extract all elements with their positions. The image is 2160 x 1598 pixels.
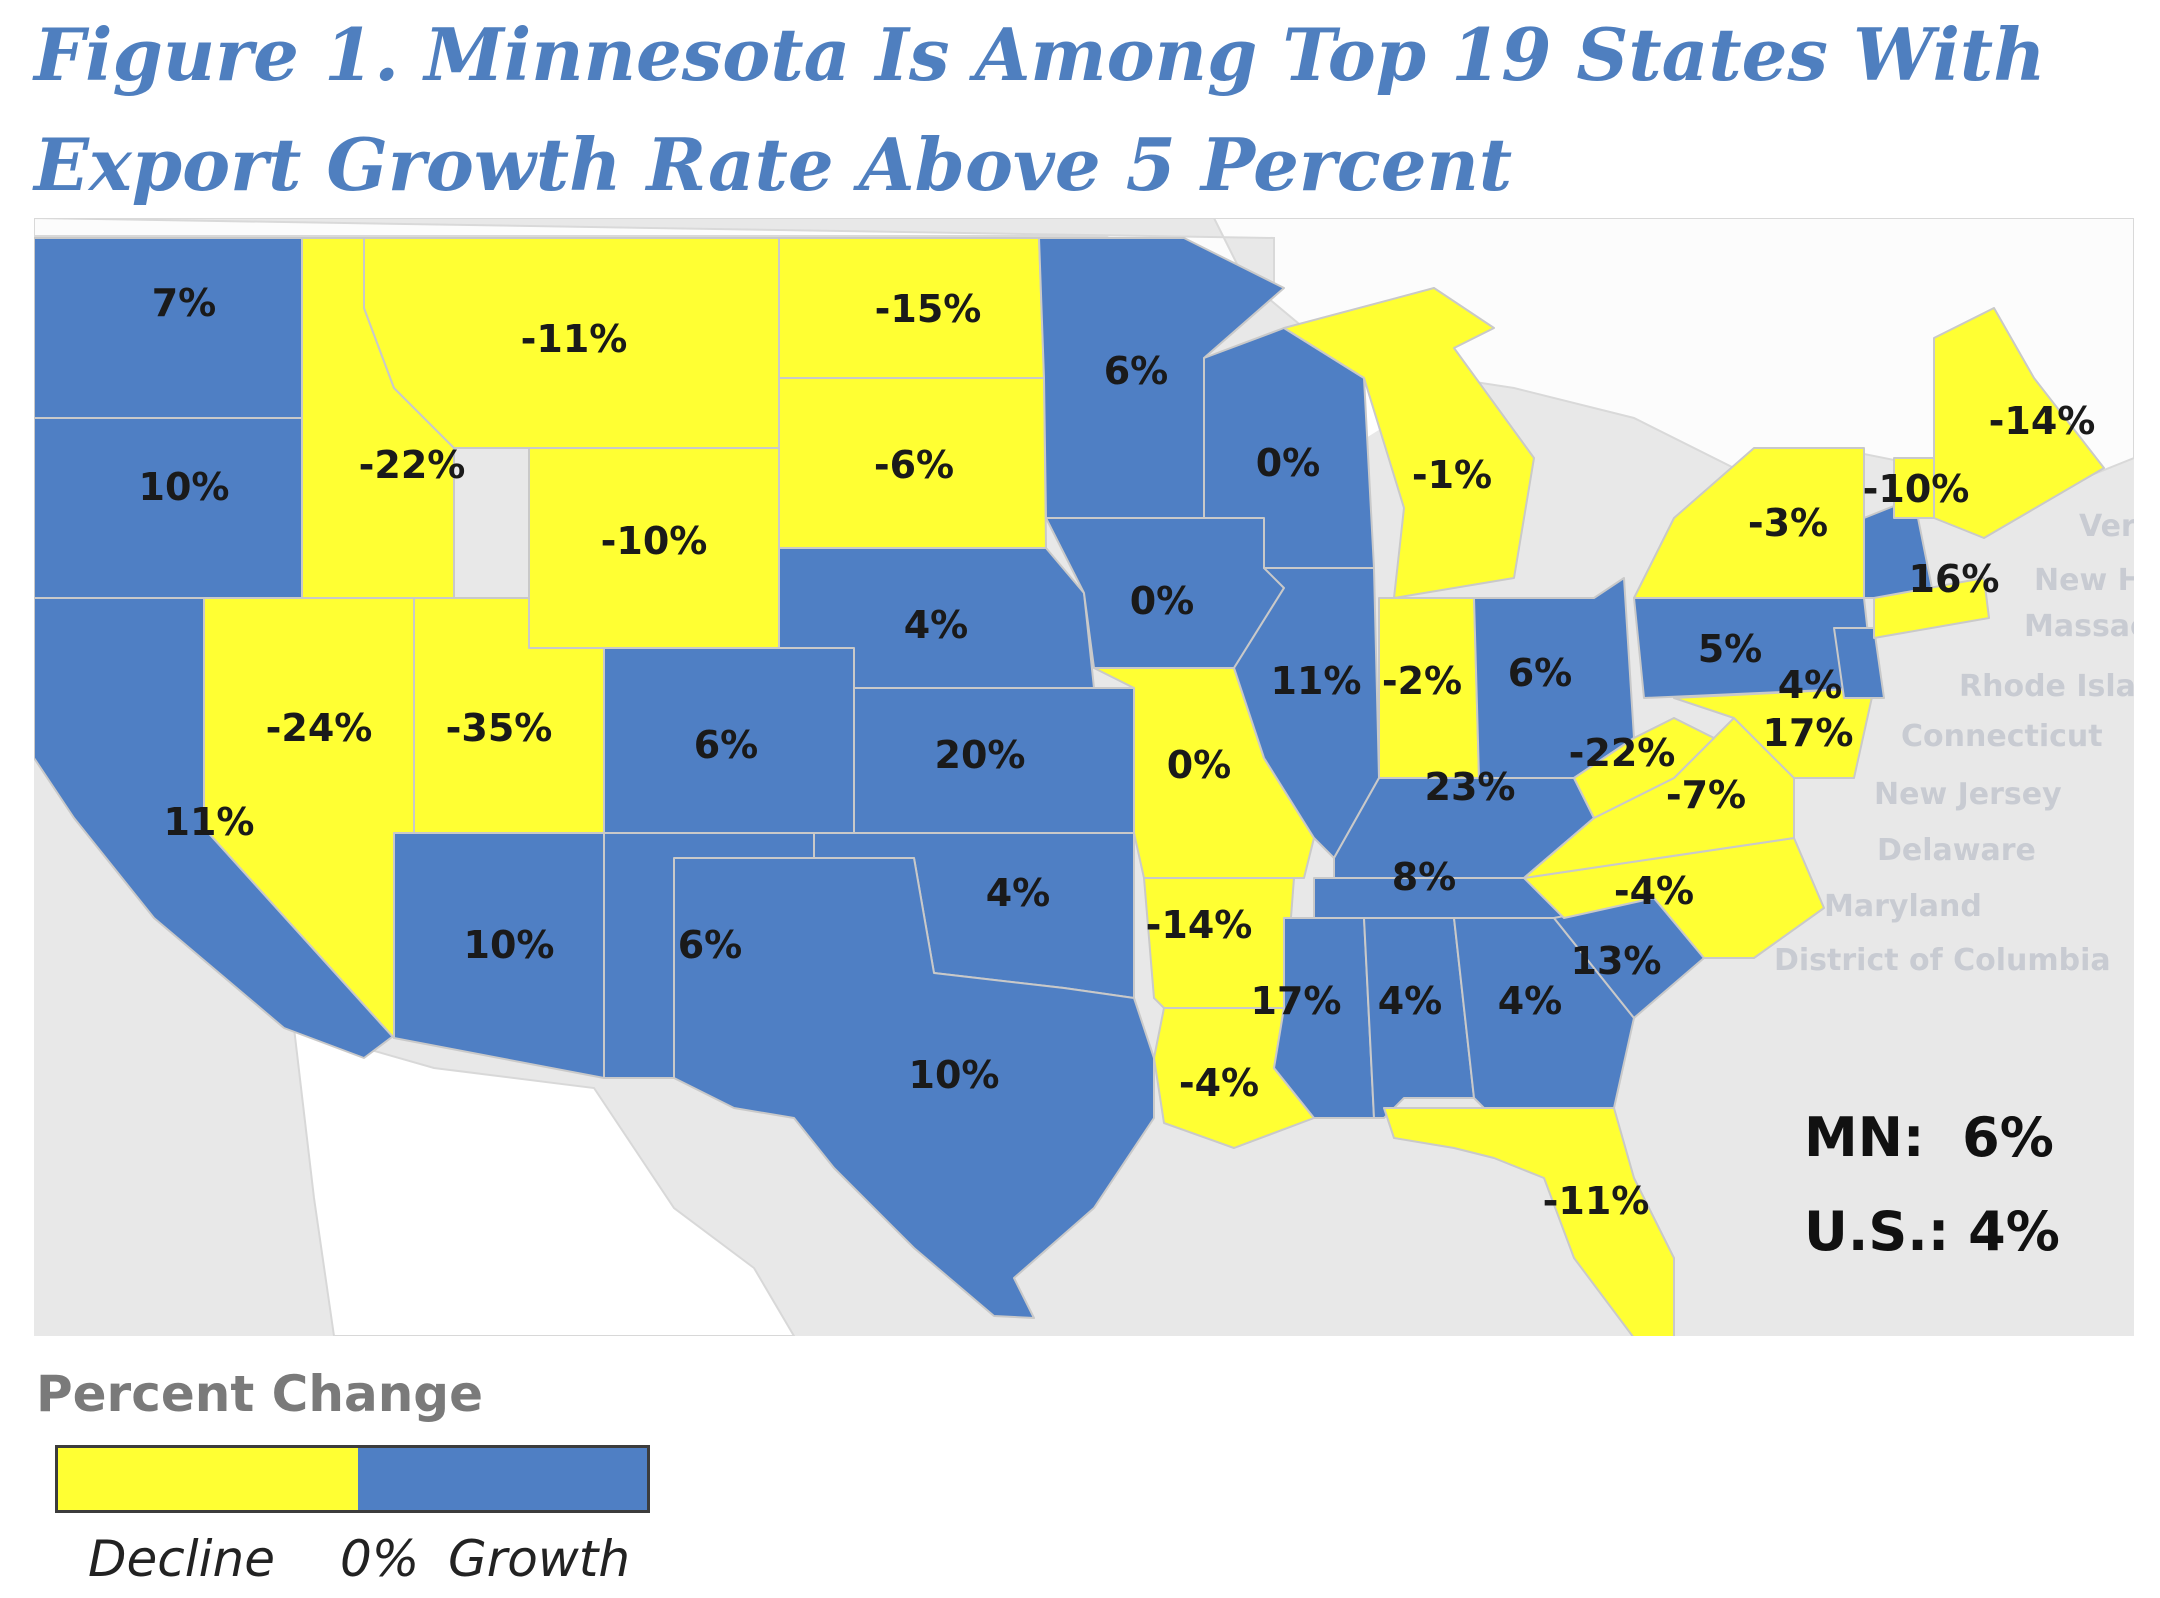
label-mt: -11% bbox=[521, 317, 628, 361]
label-sc: 13% bbox=[1571, 939, 1662, 983]
place-new-hampshire: New Ham bbox=[2034, 563, 2134, 598]
legend-growth-swatch bbox=[358, 1448, 647, 1510]
state-wa bbox=[34, 237, 303, 419]
label-nv: -24% bbox=[266, 706, 373, 750]
label-ia: 0% bbox=[1130, 579, 1195, 623]
label-ne: 4% bbox=[904, 603, 969, 647]
label-ga: 4% bbox=[1498, 979, 1563, 1023]
label-co: 6% bbox=[694, 723, 759, 767]
state-me bbox=[1933, 307, 2105, 539]
state-il bbox=[1233, 567, 1380, 859]
state-shapes bbox=[34, 237, 2105, 1336]
label-al: 4% bbox=[1378, 979, 1443, 1023]
label-ok: 4% bbox=[986, 871, 1051, 915]
summary-box: MN: 6% U.S.: 4% bbox=[1804, 1106, 2060, 1263]
label-ar: -14% bbox=[1146, 903, 1253, 947]
us-map: 7% 10% 11% -22% -11% -10% -24% -35% 6% 1… bbox=[34, 218, 2134, 1336]
label-pa: 5% bbox=[1698, 627, 1763, 671]
label-mo: 0% bbox=[1167, 743, 1232, 787]
label-nm: 6% bbox=[678, 923, 743, 967]
label-sd: -6% bbox=[874, 443, 954, 487]
legend-zero-label: 0% bbox=[340, 1530, 420, 1588]
label-me: -14% bbox=[1989, 399, 2096, 443]
label-ut: -35% bbox=[446, 706, 553, 750]
state-fl bbox=[1383, 1107, 1675, 1336]
state-tx bbox=[673, 857, 1155, 1319]
place-massachusetts: Massach bbox=[2024, 609, 2134, 644]
figure-title: Figure 1. Minnesota Is Among Top 19 Stat… bbox=[34, 0, 2134, 220]
state-wv bbox=[1573, 717, 1715, 819]
legend-growth-label: Growth bbox=[448, 1530, 631, 1588]
state-labels: 7% 10% 11% -22% -11% -10% -24% -35% 6% 1… bbox=[139, 281, 2096, 1223]
place-connecticut: Connecticut bbox=[1901, 719, 2103, 754]
label-id: -22% bbox=[359, 443, 466, 487]
state-ne-coast bbox=[1873, 577, 1990, 639]
label-va: -7% bbox=[1666, 773, 1746, 817]
summary-us: U.S.: 4% bbox=[1804, 1200, 2060, 1263]
label-in: -2% bbox=[1382, 659, 1462, 703]
state-mi bbox=[1283, 287, 1535, 599]
place-dc: District of Columbia bbox=[1774, 943, 2111, 978]
place-maryland: Maryland bbox=[1824, 889, 1982, 924]
label-ms: 17% bbox=[1251, 979, 1342, 1023]
label-vt: -10% bbox=[1863, 467, 1970, 511]
summary-mn: MN: 6% bbox=[1804, 1106, 2054, 1169]
place-vermont: Verm bbox=[2079, 509, 2134, 544]
label-nd: -15% bbox=[875, 287, 982, 331]
state-ny bbox=[1633, 447, 1865, 599]
legend-decline-swatch bbox=[58, 1448, 358, 1510]
label-tn: 8% bbox=[1392, 855, 1457, 899]
place-new-jersey: New Jersey bbox=[1874, 777, 2062, 812]
label-wy: -10% bbox=[601, 519, 708, 563]
label-ny: -3% bbox=[1748, 501, 1828, 545]
label-la: -4% bbox=[1179, 1061, 1259, 1105]
label-fl: -11% bbox=[1543, 1179, 1650, 1223]
label-tx: 10% bbox=[909, 1053, 1000, 1097]
legend-decline-label: Decline bbox=[88, 1530, 275, 1588]
map-place-names: Verm New Ham Massach Rhode Islan Connect… bbox=[1774, 509, 2134, 978]
label-ct: 16% bbox=[1909, 557, 2000, 601]
label-or: 10% bbox=[139, 465, 230, 509]
label-ks: 20% bbox=[935, 733, 1026, 777]
label-oh: 6% bbox=[1508, 651, 1573, 695]
label-mi: -1% bbox=[1412, 453, 1492, 497]
label-nc: -4% bbox=[1614, 869, 1694, 913]
legend-color-bar bbox=[55, 1445, 650, 1513]
label-ky: 23% bbox=[1425, 765, 1516, 809]
mexico-land bbox=[292, 1026, 796, 1336]
place-delaware: Delaware bbox=[1877, 833, 2036, 868]
label-wi: 0% bbox=[1256, 441, 1321, 485]
label-ca: 11% bbox=[164, 800, 255, 844]
state-md bbox=[1673, 687, 1875, 779]
label-nj: 4% bbox=[1778, 663, 1843, 707]
label-md: 17% bbox=[1763, 711, 1854, 755]
label-wv: -22% bbox=[1569, 731, 1676, 775]
label-il: 11% bbox=[1271, 659, 1362, 703]
state-nc bbox=[1523, 837, 1825, 959]
legend-title: Percent Change bbox=[36, 1365, 483, 1423]
state-nj bbox=[1833, 627, 1885, 699]
label-mn: 6% bbox=[1104, 349, 1169, 393]
title-line-2: Export Growth Rate Above 5 Percent bbox=[34, 122, 1513, 207]
place-rhode-island: Rhode Islan bbox=[1959, 669, 2134, 704]
label-az: 10% bbox=[464, 923, 555, 967]
title-line-1: Figure 1. Minnesota Is Among Top 19 Stat… bbox=[34, 12, 2046, 97]
label-wa: 7% bbox=[152, 281, 217, 325]
